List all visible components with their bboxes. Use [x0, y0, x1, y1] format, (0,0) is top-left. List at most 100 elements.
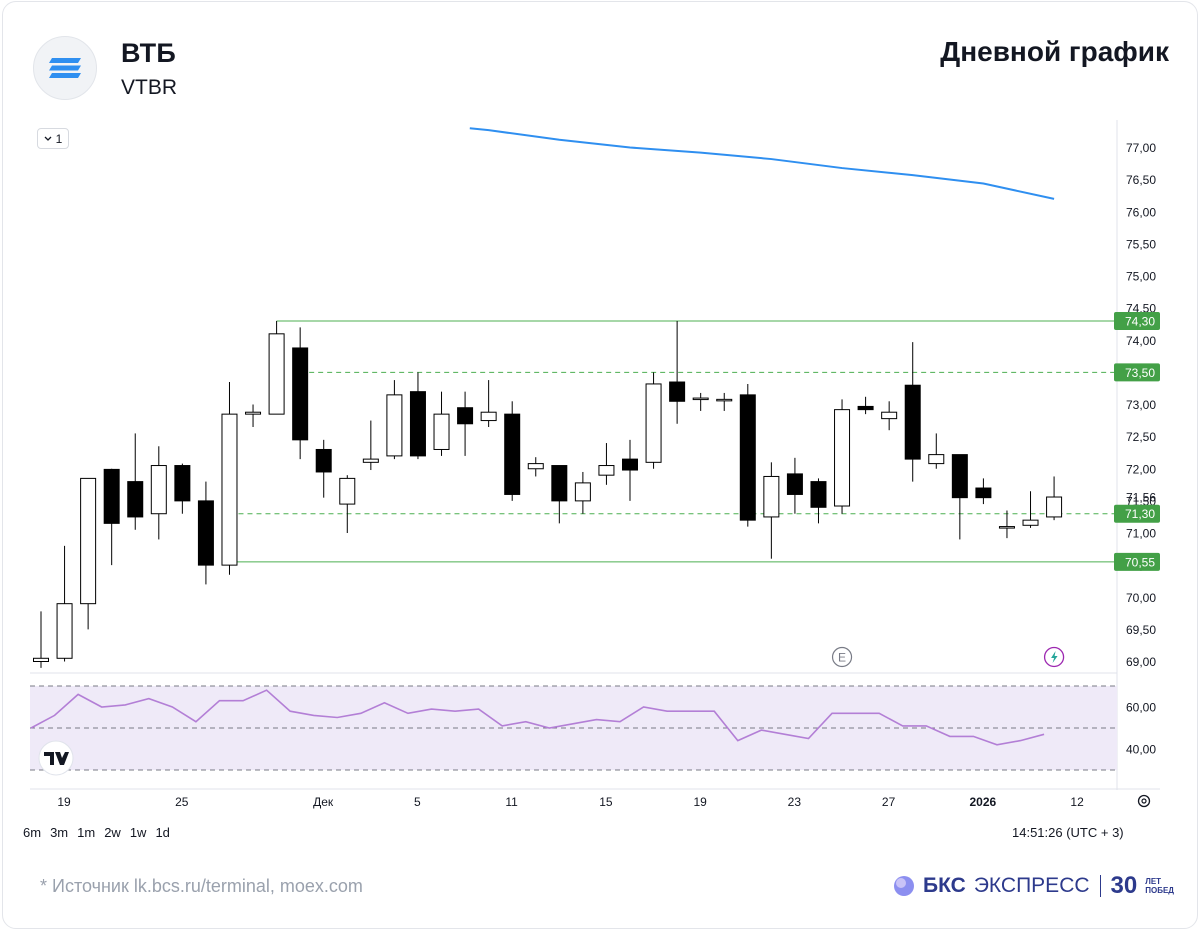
level-label-bg [1114, 363, 1160, 382]
price-tick-label: 72,00 [1126, 462, 1156, 476]
candle-body [574, 482, 591, 502]
candle-body [480, 411, 497, 422]
brand-separator [1099, 875, 1101, 897]
time-tick-label: Дек [313, 795, 334, 809]
earnings-marker-label: E [838, 651, 846, 665]
candle-body [80, 477, 97, 605]
level-label: 71,30 [1125, 507, 1155, 521]
candle-body [669, 381, 686, 402]
instrument-ticker: VTBR [121, 76, 178, 99]
range-1m-button[interactable]: 1m [77, 825, 96, 840]
time-tick-label: 19 [57, 795, 71, 809]
last-price-label: 71,56 [1126, 491, 1156, 505]
rsi-tick-label: 60,00 [1126, 701, 1156, 715]
vtb-stripes-icon [33, 36, 97, 100]
price-tick-label: 77,00 [1126, 141, 1156, 155]
candle-body [692, 397, 709, 401]
gear-icon [1137, 794, 1151, 808]
candle-body [174, 465, 191, 502]
chevron-down-icon [44, 136, 52, 141]
price-tick-label: 76,00 [1126, 205, 1156, 219]
range-3m-button[interactable]: 3m [50, 825, 69, 840]
candle-body [150, 465, 167, 515]
price-tick-label: 69,50 [1126, 623, 1156, 637]
level-label-bg [1114, 504, 1160, 523]
candle-body [409, 391, 426, 457]
range-1w-button[interactable]: 1w [129, 825, 147, 840]
price-tick-label: 75,00 [1126, 270, 1156, 284]
candle-body [551, 465, 568, 502]
candle-body [292, 347, 309, 441]
brand-name-bold: БКС [923, 874, 966, 897]
gear-icon-center [1141, 798, 1147, 804]
candle-body [716, 398, 733, 402]
candle-body [810, 481, 827, 508]
time-tick-label: 2026 [969, 795, 996, 809]
candle-body [834, 409, 851, 507]
time-tick-label: 11 [505, 795, 518, 809]
chart-clock: 14:51:26 (UTC + 3) [1012, 825, 1124, 840]
brand-name-rest: ЭКСПРЕСС [973, 874, 1090, 897]
price-tick-label: 76,50 [1126, 173, 1156, 187]
interval-label: 1 [55, 131, 63, 146]
time-tick-label: 5 [414, 795, 421, 809]
candle-body [268, 333, 285, 415]
level-label-bg [1114, 311, 1160, 330]
brand-small-1: ЛЕТ [1145, 877, 1162, 886]
price-tick-label: 71,00 [1126, 527, 1156, 541]
candle-body [33, 657, 49, 662]
candle-body [881, 411, 898, 420]
interval-toggle-button[interactable]: 1 [37, 128, 69, 149]
time-tick-label: 15 [599, 795, 613, 809]
candle-body [197, 500, 214, 566]
candle-body [739, 394, 756, 521]
brand-small-text: ЛЕТ ПОБЕД [1145, 877, 1174, 895]
candle-body [362, 458, 379, 463]
level-label-bg [1114, 552, 1160, 571]
candle-body [1046, 496, 1063, 518]
moving-average-line [469, 127, 1055, 200]
candle-body [56, 603, 73, 659]
candle-body [928, 454, 945, 465]
candle-body [645, 383, 662, 463]
tv-logo-mark [44, 752, 69, 765]
candle-body [386, 394, 403, 457]
candle-body [1022, 519, 1039, 526]
range-6m-button[interactable]: 6m [23, 825, 42, 840]
candle-body [857, 405, 874, 411]
candle-body [339, 477, 356, 505]
source-note: * Источник lk.bcs.ru/terminal, moex.com [40, 876, 363, 896]
rsi-line [30, 689, 1045, 746]
brand-small-2: ПОБЕД [1145, 886, 1174, 895]
instrument-title: ВТБ [121, 38, 176, 68]
candle-body [315, 448, 332, 473]
time-tick-label: 27 [882, 795, 896, 809]
candle-body [245, 411, 262, 415]
price-tick-label: 75,50 [1126, 237, 1156, 251]
candle-body [221, 413, 238, 566]
level-label: 73,50 [1125, 366, 1155, 380]
candle-body [763, 475, 780, 518]
tv-logo-bg [38, 740, 74, 776]
bcs-circle-icon [894, 876, 915, 896]
range-selector: 6m 3m 1m 2w 1w 1d [23, 825, 170, 840]
price-tick-label: 72,50 [1126, 430, 1156, 444]
price-tick-label: 73,00 [1126, 398, 1156, 412]
time-tick-label: 12 [1070, 795, 1084, 809]
tradingview-logo-icon [38, 740, 74, 776]
lightning-icon [1051, 651, 1058, 663]
candle-body [598, 465, 615, 476]
range-1d-button[interactable]: 1d [155, 825, 170, 840]
candle-body [622, 458, 638, 471]
price-tick-label: 74,00 [1126, 334, 1156, 348]
candle-body [103, 468, 120, 524]
candle-body [504, 413, 521, 495]
chart-kind-title: Дневной график [940, 36, 1169, 67]
range-2w-button[interactable]: 2w [104, 825, 121, 840]
candle-body [786, 473, 803, 495]
level-label: 74,30 [1125, 314, 1155, 328]
candle-body [998, 526, 1015, 529]
brand-years: 30 [1110, 872, 1138, 899]
